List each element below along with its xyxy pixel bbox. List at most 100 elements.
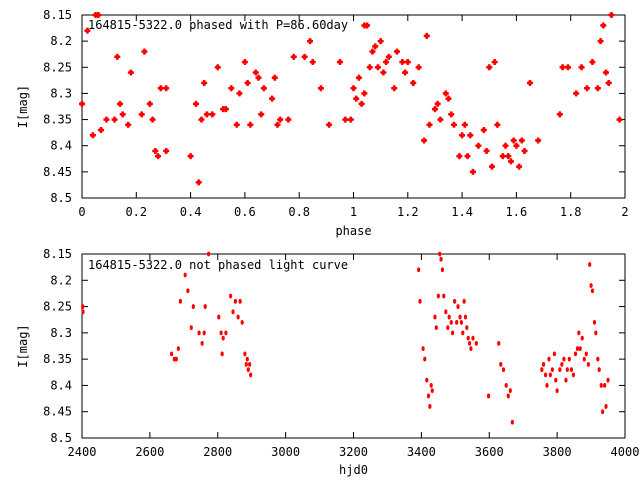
chart-2-data-point	[455, 319, 459, 325]
chart-2-data-point	[429, 383, 433, 388]
chart-1-data-point-core	[507, 158, 515, 165]
chart-2-data-point	[586, 362, 590, 367]
chart-2-data-point	[81, 304, 85, 309]
chart-2-data-point	[450, 330, 455, 336]
chart-2-data-point	[540, 367, 544, 373]
chart-1-data-point-core	[448, 111, 455, 118]
chart-1-data-point-core	[285, 116, 292, 123]
chart-1-data-point-core	[198, 116, 205, 123]
chart-1-data-point-core	[510, 137, 517, 144]
chart-2-data-point	[446, 325, 450, 330]
chart-1-data-point-core	[290, 53, 297, 60]
chart-2-data-point	[543, 372, 548, 378]
chart-2-data-point	[589, 283, 593, 288]
chart-2-data-point	[474, 340, 478, 346]
chart-2-data-point	[554, 377, 558, 383]
chart-1-y-tick-label: 8.25	[43, 60, 72, 74]
chart-1-data-point-core	[502, 142, 509, 149]
chart-1-y-tick-label: 8.4	[50, 139, 72, 153]
chart-2-data-point	[469, 346, 473, 352]
chart-2-data-point	[606, 377, 610, 383]
chart-1-data-point-core	[385, 53, 392, 60]
chart-2-data-point	[569, 367, 573, 373]
chart-1-data-point-core	[252, 69, 259, 76]
chart-2-data-point	[594, 330, 598, 336]
chart-1-data-point-core	[491, 58, 498, 66]
chart-2-data-point	[471, 335, 475, 341]
chart-1-data-point-core	[97, 126, 105, 134]
chart-1-data-point-core	[336, 58, 344, 66]
chart-2-data-point	[555, 388, 559, 394]
chart-1-data-point-core	[505, 153, 512, 160]
chart-1-data-point-core	[445, 95, 452, 102]
chart-2-data-point	[421, 346, 425, 352]
chart-2-data-point	[428, 404, 432, 409]
chart-1-y-tick-label: 8.35	[43, 113, 72, 127]
chart-1-data-point-core	[488, 163, 496, 170]
chart-1-data-point-core	[187, 153, 194, 160]
chart-2-y-tick-label: 8.2	[50, 273, 72, 287]
chart-1-data-point-core	[589, 58, 596, 66]
chart-2-data-point	[217, 314, 221, 320]
chart-2-data-point	[567, 356, 571, 362]
chart-1-x-tick-label: 1.2	[397, 205, 419, 219]
chart-1-data-point-core	[268, 95, 276, 102]
chart-2-data-point	[240, 319, 244, 325]
chart-1-data-point-core	[103, 116, 110, 123]
chart-2-y-tick-label: 8.15	[43, 247, 72, 261]
chart-1-data-point-core	[437, 116, 444, 123]
chart-2-data-point	[508, 388, 512, 394]
chart-1-data-point-core	[325, 121, 333, 128]
chart-1-data-point-core	[309, 58, 316, 66]
chart-2-x-axis-label: hjd0	[339, 463, 368, 477]
chart-2-data-point	[577, 330, 581, 336]
chart-1-data-point-core	[127, 69, 134, 76]
chart-1-data-point-core	[114, 53, 121, 60]
chart-2-data-point	[174, 356, 178, 362]
chart-1-data-point-core	[594, 85, 601, 92]
chart-2-data-point	[601, 409, 605, 415]
chart-1-data-point-core	[564, 64, 572, 71]
chart-1-data-point-core	[141, 48, 148, 55]
chart-2-data-point	[575, 346, 580, 352]
chart-1-data-point-core	[361, 90, 368, 97]
chart-2-data-point	[418, 298, 422, 304]
chart-1-data-point-core	[377, 38, 384, 45]
chart-2-data-point	[501, 367, 506, 373]
chart-1-data-point-core	[535, 137, 542, 144]
chart-2-data-point	[200, 340, 204, 346]
chart-2-data-point	[604, 404, 608, 409]
chart-2-data-point	[202, 330, 206, 336]
chart-1-data-point-core	[513, 142, 520, 149]
chart-1-data-point-core	[247, 121, 254, 128]
chart-2-data-point	[449, 319, 453, 325]
chart-1-data-point-core	[236, 90, 243, 97]
chart-1-data-point-core	[163, 85, 170, 92]
chart-2-data-point	[466, 335, 470, 341]
chart-1: 0 0.2 0.4 0.6 0.8 1 1.2 1.4 1.6 1.8 2 8.15 8.2 8.25 8.…	[16, 8, 629, 238]
chart-1-x-tick-label: 1.4	[451, 205, 473, 219]
chart-2-data-point	[467, 340, 472, 346]
chart-2-data-point	[504, 383, 508, 388]
chart-2-data-point	[178, 298, 183, 304]
chart-1-data-point-core	[583, 85, 591, 92]
chart-2-data-point	[221, 335, 225, 341]
chart-1-data-point-core	[486, 64, 493, 71]
chart-2-data-point	[582, 356, 586, 362]
chart-2-data-point	[497, 340, 501, 346]
chart-1-data-point-core	[274, 121, 281, 128]
chart-1-title: 164815-5322.0 phased with P=86.60day	[88, 18, 348, 32]
chart-1-data-point-core	[353, 95, 360, 102]
chart-2-data-points	[81, 251, 610, 425]
chart-2-data-point	[425, 377, 429, 383]
chart-2-data-point	[186, 288, 190, 294]
chart-1-data-point-core	[255, 74, 262, 81]
chart-1-data-point-core	[499, 153, 506, 160]
chart-2-data-point	[229, 293, 233, 299]
chart-1-data-point-core	[467, 132, 474, 139]
chart-2-data-point	[447, 314, 451, 320]
chart-1-data-point-core	[469, 168, 477, 175]
chart-1-data-point-core	[258, 111, 265, 118]
chart-2-data-point	[486, 393, 491, 399]
